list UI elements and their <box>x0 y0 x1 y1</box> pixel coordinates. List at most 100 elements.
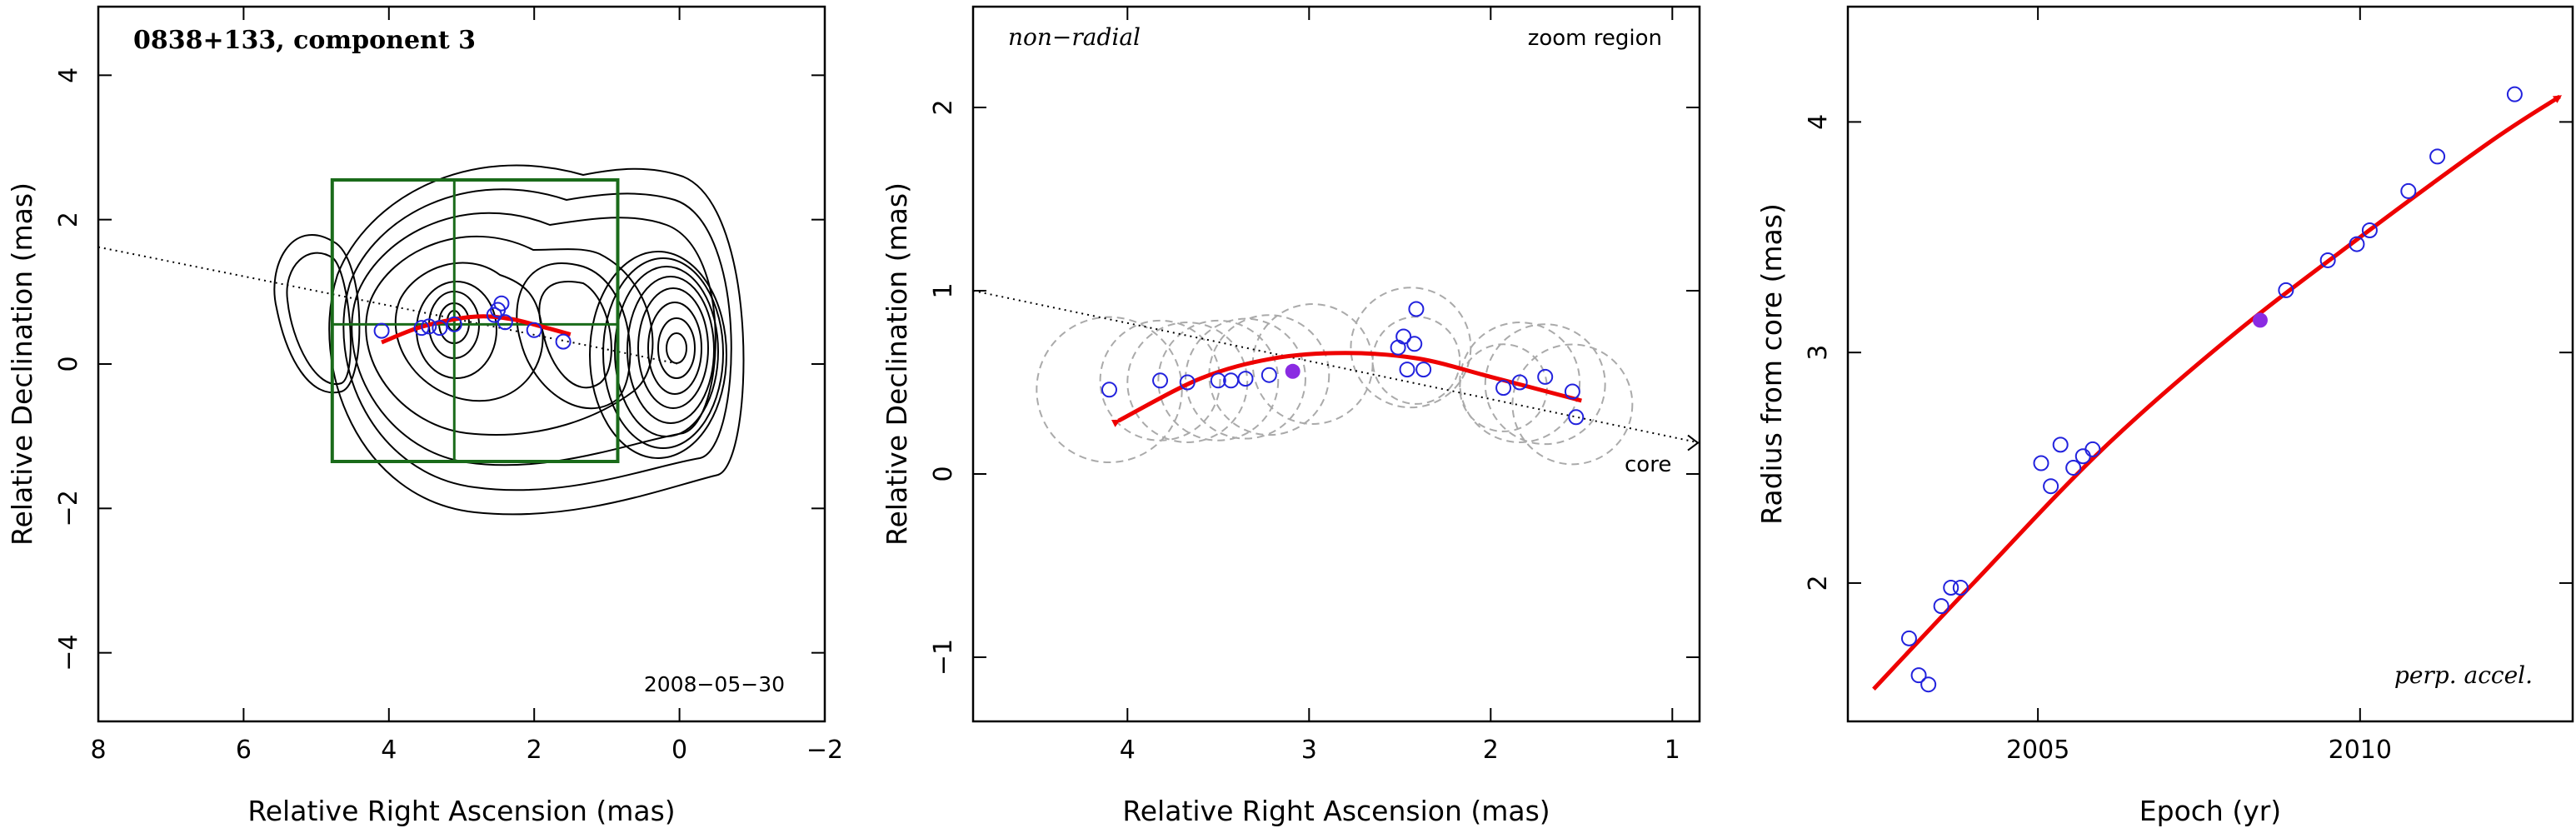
p2-ytick-label: 0 <box>929 466 958 481</box>
panel-3-highlight-point <box>2252 312 2268 328</box>
p1-data-point <box>497 314 513 331</box>
panel-3-frame <box>1846 5 2574 723</box>
panel-2-xlabel: Relative Right Ascension (mas) <box>1122 795 1550 827</box>
p1-xtick-label: 2 <box>527 736 542 765</box>
panel-1-fit-curve <box>381 314 572 345</box>
p2-data-point <box>1237 371 1254 387</box>
p3-ytick-label: 2 <box>1804 575 1833 591</box>
p3-data-point <box>2506 86 2523 102</box>
p3-data-point <box>2349 236 2365 252</box>
p1-data-point <box>555 333 572 350</box>
p2-data-point <box>1152 372 1169 389</box>
p3-xtick-label: 2010 <box>2329 736 2392 765</box>
p1-xtick-label: 4 <box>381 736 397 765</box>
p1-xtick-label: 0 <box>671 736 687 765</box>
p3-data-point <box>2429 148 2446 165</box>
p2-data-point <box>1564 383 1580 400</box>
p3-ytick-label: 4 <box>1804 114 1833 130</box>
p2-error-circle <box>1459 322 1581 443</box>
p2-error-circle <box>1036 316 1183 463</box>
panel-1-zoom-box <box>330 178 620 463</box>
p1-data-point <box>493 295 510 312</box>
p3-data-point <box>2074 448 2091 465</box>
panel-2: 4 3 2 1 −1 0 1 2 non−radial zoom region core R… <box>881 5 1701 827</box>
p3-ytick-label: 3 <box>1804 345 1833 361</box>
panel-2-error-circles <box>1036 287 1634 466</box>
p3-data-point <box>2052 436 2069 453</box>
p2-xtick-label: 3 <box>1301 736 1317 765</box>
panel-2-frame <box>971 5 1701 723</box>
p2-data-point <box>1179 374 1196 391</box>
panel-2-yticks: −1 0 1 2 <box>929 99 1700 676</box>
p2-error-circle <box>1459 343 1548 432</box>
p1-xtick-label: 8 <box>90 736 106 765</box>
p1-data-point <box>432 320 448 337</box>
p3-data-point <box>1900 630 1917 646</box>
panel-2-corner-label: zoom region <box>1528 26 1662 51</box>
p1-ytick-label: 4 <box>54 67 83 83</box>
panel-3-xlabel: Epoch (yr) <box>2139 795 2281 827</box>
panel-1-ylabel: Relative Declination (mas) <box>6 182 38 546</box>
panel-2-highlight-point <box>1285 363 1300 379</box>
p1-data-point <box>413 320 430 337</box>
panel-3-ylabel: Radius from core (mas) <box>1755 203 1788 525</box>
p3-data-point <box>1920 676 1937 693</box>
p2-data-point <box>1399 362 1415 378</box>
panel-1-xlabel: Relative Right Ascension (mas) <box>247 795 675 827</box>
p1-ytick-label: 0 <box>54 356 83 372</box>
p3-data-point <box>2319 252 2336 268</box>
panel-1: 8 6 4 2 0 −2 −4 −2 0 2 4 0838+133, component 3 20… <box>6 5 843 827</box>
p2-error-circle <box>1126 322 1249 443</box>
p3-data-point <box>1952 579 1969 596</box>
p2-data-point <box>1395 328 1412 345</box>
p2-xtick-label: 1 <box>1665 736 1680 765</box>
p2-error-circle <box>1251 303 1374 425</box>
p3-data-point <box>1943 579 1959 596</box>
p2-data-point <box>1261 367 1277 383</box>
p2-data-point <box>1495 380 1512 397</box>
panel-2-core-label: core <box>1625 452 1671 477</box>
p1-ytick-label: −2 <box>54 490 83 526</box>
p1-data-point <box>486 307 502 323</box>
p1-data-point <box>373 322 390 339</box>
p3-data-point <box>2065 460 2082 476</box>
p2-data-point <box>1568 409 1585 426</box>
p3-data-point <box>2278 282 2294 298</box>
p1-data-point <box>421 318 437 335</box>
p2-xtick-label: 4 <box>1120 736 1136 765</box>
p2-ytick-label: −1 <box>929 639 958 676</box>
panel-2-ylabel: Relative Declination (mas) <box>881 182 913 546</box>
p2-error-circle <box>1099 319 1221 441</box>
panel-1-yticks: −4 −2 0 2 4 <box>54 67 825 671</box>
p2-data-point <box>1101 382 1117 398</box>
panel-1-frame <box>97 5 826 723</box>
p2-data-point <box>1537 368 1554 385</box>
p2-error-circle <box>1185 317 1306 440</box>
panel-2-fit-curve <box>1111 351 1582 427</box>
panel-3-title: perp. accel. <box>2394 661 2533 689</box>
p2-data-point <box>1210 372 1226 389</box>
p2-ytick-label: 1 <box>929 282 958 298</box>
panel-1-title: 0838+133, component 3 <box>133 26 476 55</box>
panel-2-xticks: 4 3 2 1 <box>1120 7 1680 765</box>
p2-data-point <box>1408 301 1425 317</box>
panel-1-xticks: 8 6 4 2 0 −2 <box>90 7 843 765</box>
p2-data-point <box>1390 339 1406 356</box>
p3-xtick-label: 2005 <box>2006 736 2069 765</box>
p2-error-circle <box>1511 343 1634 466</box>
panel-3-xticks: 2005 2010 <box>2006 7 2392 765</box>
p2-error-circle <box>1484 323 1606 446</box>
p1-xtick-label: 6 <box>236 736 252 765</box>
p3-data-point <box>1933 598 1949 615</box>
p2-xtick-label: 2 <box>1483 736 1499 765</box>
p1-ytick-label: −4 <box>54 635 83 671</box>
panel-3-fit-curve <box>1872 94 2563 691</box>
panel-3-yticks: 2 3 4 <box>1804 114 2573 591</box>
p2-error-circle <box>1157 319 1280 441</box>
p2-data-point <box>1415 362 1432 378</box>
panel-2-core-arrow <box>1687 434 1700 451</box>
p3-data-point <box>1910 667 1927 684</box>
panel-3-points <box>1900 86 2523 693</box>
p3-data-point <box>2400 182 2417 199</box>
